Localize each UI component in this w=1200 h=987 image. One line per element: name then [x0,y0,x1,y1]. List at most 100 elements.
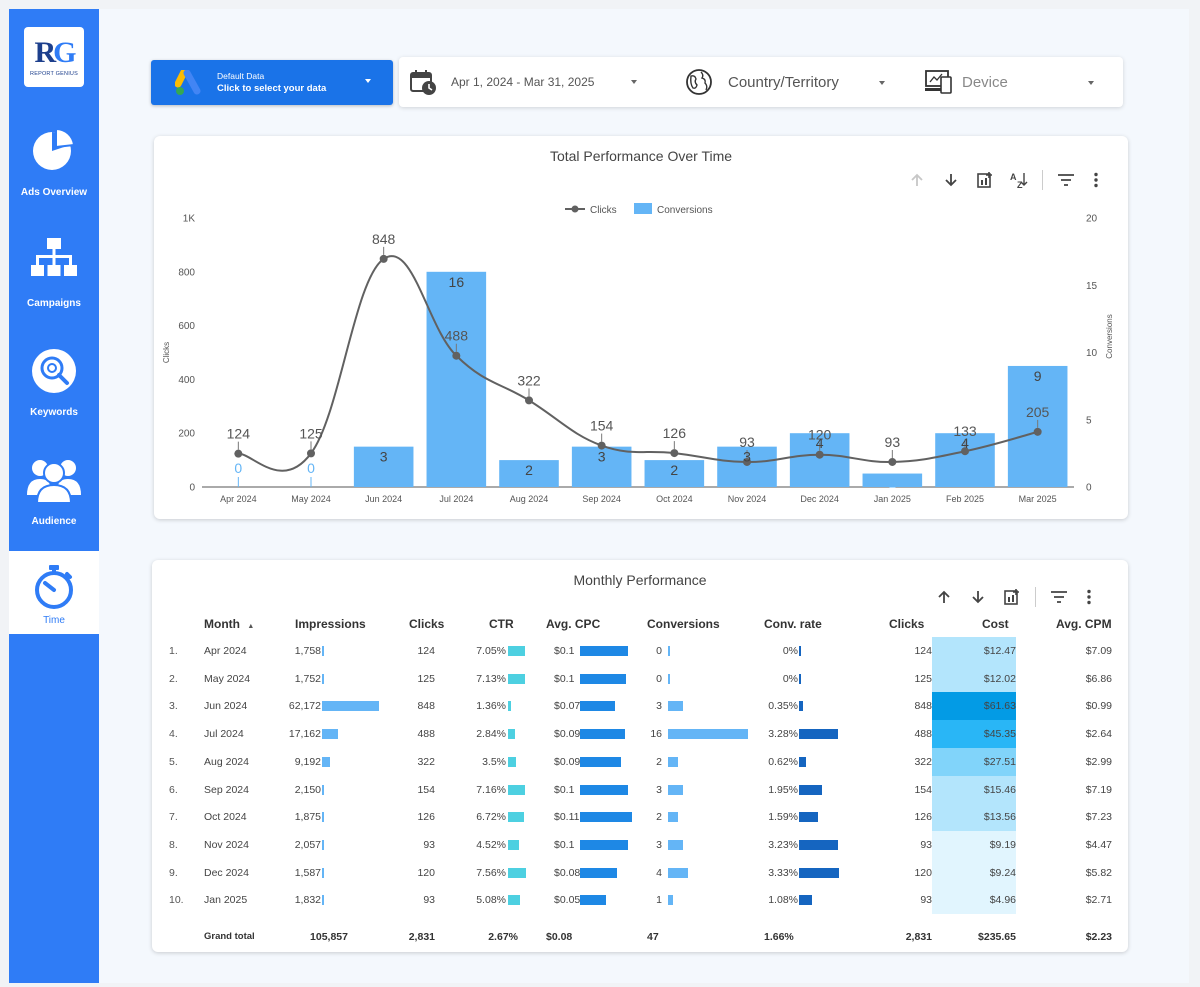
table-row[interactable]: 7. Oct 2024 1,875 126 6.72% $0.11 2 1.59% 126 $13… [152,803,1128,832]
sort-descending-icon[interactable] [934,168,968,192]
cost-heat-cell [932,858,1016,887]
clicks-point[interactable] [670,449,679,458]
conversion-bar[interactable] [789,433,850,487]
svg-text:Z: Z [1017,180,1023,189]
clicks-point[interactable] [815,450,824,459]
column-header-avg-cpc[interactable]: Avg. CPC [546,617,601,631]
conversion-bar[interactable] [644,460,705,487]
cell-month: Apr 2024 [204,645,247,657]
filter-icon[interactable] [1049,168,1083,192]
cell-impressions: 9,192 [294,755,321,768]
total-avg-cpc: $0.08 [546,931,573,943]
cell-ctr: 7.16% [476,783,506,796]
conversions-bar [668,784,683,795]
drill-down-chart-icon[interactable] [995,585,1029,609]
table-row[interactable]: 6. Sep 2024 2,150 154 7.16% $0.1 3 1.95% 154 $15.… [152,775,1128,804]
drill-down-chart-icon[interactable] [968,168,1002,192]
cell-month: Aug 2024 [204,755,249,768]
cell-avg-cpm: $5.82 [1085,866,1112,879]
clicks-point[interactable] [597,441,606,450]
clicks-point[interactable] [888,457,897,466]
sort-ascending-icon[interactable] [900,168,934,192]
y2-axis-label: Conversions [1105,314,1114,358]
cell-avg-cpc: $0.07 [554,700,581,713]
more-options-icon[interactable] [1076,585,1102,609]
impressions-bar [322,756,331,767]
date-range-picker[interactable]: Apr 1, 2024 - Mar 31, 2025 [409,57,639,107]
clicks-data-label: 124 [227,426,251,442]
sidebar-item-ads-overview[interactable]: Ads Overview [9,115,99,219]
more-options-icon[interactable] [1083,168,1109,192]
ctr-bar [508,756,517,767]
cell-conv-rate: 1.59% [768,811,798,824]
column-header-clicks-2[interactable]: Clicks [889,617,925,631]
conv-rate-bar [799,756,807,767]
clicks-point[interactable] [525,396,533,405]
column-header-avg-cpm[interactable]: Avg. CPM [1056,617,1112,631]
conv-rate-bar [799,701,804,712]
conversions-bar [668,701,683,712]
avg-cpc-bar [580,839,628,850]
conversion-bar[interactable] [426,271,487,487]
table-row[interactable]: 1. Apr 2024 1,758 124 7.05% $0.1 0 0% 124 $12.47 $… [152,637,1128,665]
table-row[interactable]: 3. Jun 2024 62,172 848 1.36% $0.07 3 0.35% 848 $6… [152,692,1128,721]
sidebar-item-campaigns[interactable]: Campaigns [9,223,99,327]
conversion-bar[interactable] [862,473,923,487]
cell-conv-rate: 3.28% [768,728,798,741]
conversion-bar[interactable] [499,460,559,487]
legend-clicks-label: Clicks [590,205,617,216]
clicks-point[interactable] [743,457,751,466]
table-row[interactable]: 4. Jul 2024 17,162 488 2.84% $0.09 16 3.28% 488 $… [152,720,1128,749]
conversion-bar[interactable] [353,446,414,487]
device-filter[interactable]: Device [924,57,1104,107]
ctr-bar [508,839,519,850]
column-header-conv-rate[interactable]: Conv. rate [764,617,822,631]
conv-rate-bar [799,784,823,795]
chevron-down-icon [631,80,637,84]
data-source-button[interactable]: Default Data Click to select your data [151,60,393,105]
y-axis-tick-label: 800 [178,267,195,278]
clicks-point[interactable] [379,254,388,263]
cell-impressions: 1,752 [294,672,321,685]
table-row[interactable]: 5. Aug 2024 9,192 322 3.5% $0.09 2 0.62% 322 $27.… [152,747,1128,776]
column-header-ctr[interactable]: CTR [489,617,514,631]
row-number: 4. [169,728,178,741]
column-header-impressions[interactable]: Impressions [295,617,366,631]
filter-icon[interactable] [1042,585,1076,609]
clicks-point[interactable] [452,351,461,360]
column-header-month[interactable]: Month ▲ [204,617,254,631]
y-axis-tick-label: 600 [178,321,195,332]
column-header-cost[interactable]: Cost [982,617,1009,631]
clicks-point[interactable] [961,447,969,456]
column-header-conversions[interactable]: Conversions [647,617,720,631]
clicks-point[interactable] [234,449,243,458]
clicks-point[interactable] [307,449,315,458]
table-row[interactable]: 2. May 2024 1,752 125 7.13% $0.1 0 0% 125 $12.02 $… [152,664,1128,693]
sidebar-item-time[interactable]: Time [9,551,99,634]
column-header-clicks[interactable]: Clicks [409,617,445,631]
cell-ctr: 2.84% [476,728,506,741]
row-number: 1. [169,645,178,657]
clicks-point[interactable] [1033,427,1042,436]
impressions-bar [322,729,338,740]
cell-conversions: 2 [656,811,662,824]
country-filter[interactable]: Country/Territory [684,57,894,107]
table-row[interactable]: 10. Jan 2025 1,832 93 5.08% $0.05 1 1.08% 93 $4.9… [152,886,1128,915]
table-row[interactable]: 9. Dec 2024 1,587 120 7.56% $0.08 4 3.33% 120 $9.… [152,858,1128,887]
cell-avg-cpm: $7.19 [1085,783,1112,796]
report-genius-logo[interactable]: RG REPORT GENIUS [24,27,84,87]
clicks-data-label: 133 [953,423,977,439]
sort-descending-icon[interactable] [961,585,995,609]
y-axis-label: Clicks [162,342,171,363]
avg-cpc-bar [580,784,629,795]
sidebar-item-audience[interactable]: Audience [9,441,99,545]
table-row[interactable]: 8. Nov 2024 2,057 93 4.52% $0.1 3 3.23% 93 $9.19 $… [152,830,1128,859]
sidebar-item-keywords[interactable]: Keywords [9,333,99,437]
sort-ascending-icon[interactable] [927,585,961,609]
conversion-bar[interactable] [571,446,632,487]
avg-cpc-bar [580,895,606,906]
total-avg-cpm: $2.23 [1085,931,1112,943]
ctr-bar [508,895,521,906]
